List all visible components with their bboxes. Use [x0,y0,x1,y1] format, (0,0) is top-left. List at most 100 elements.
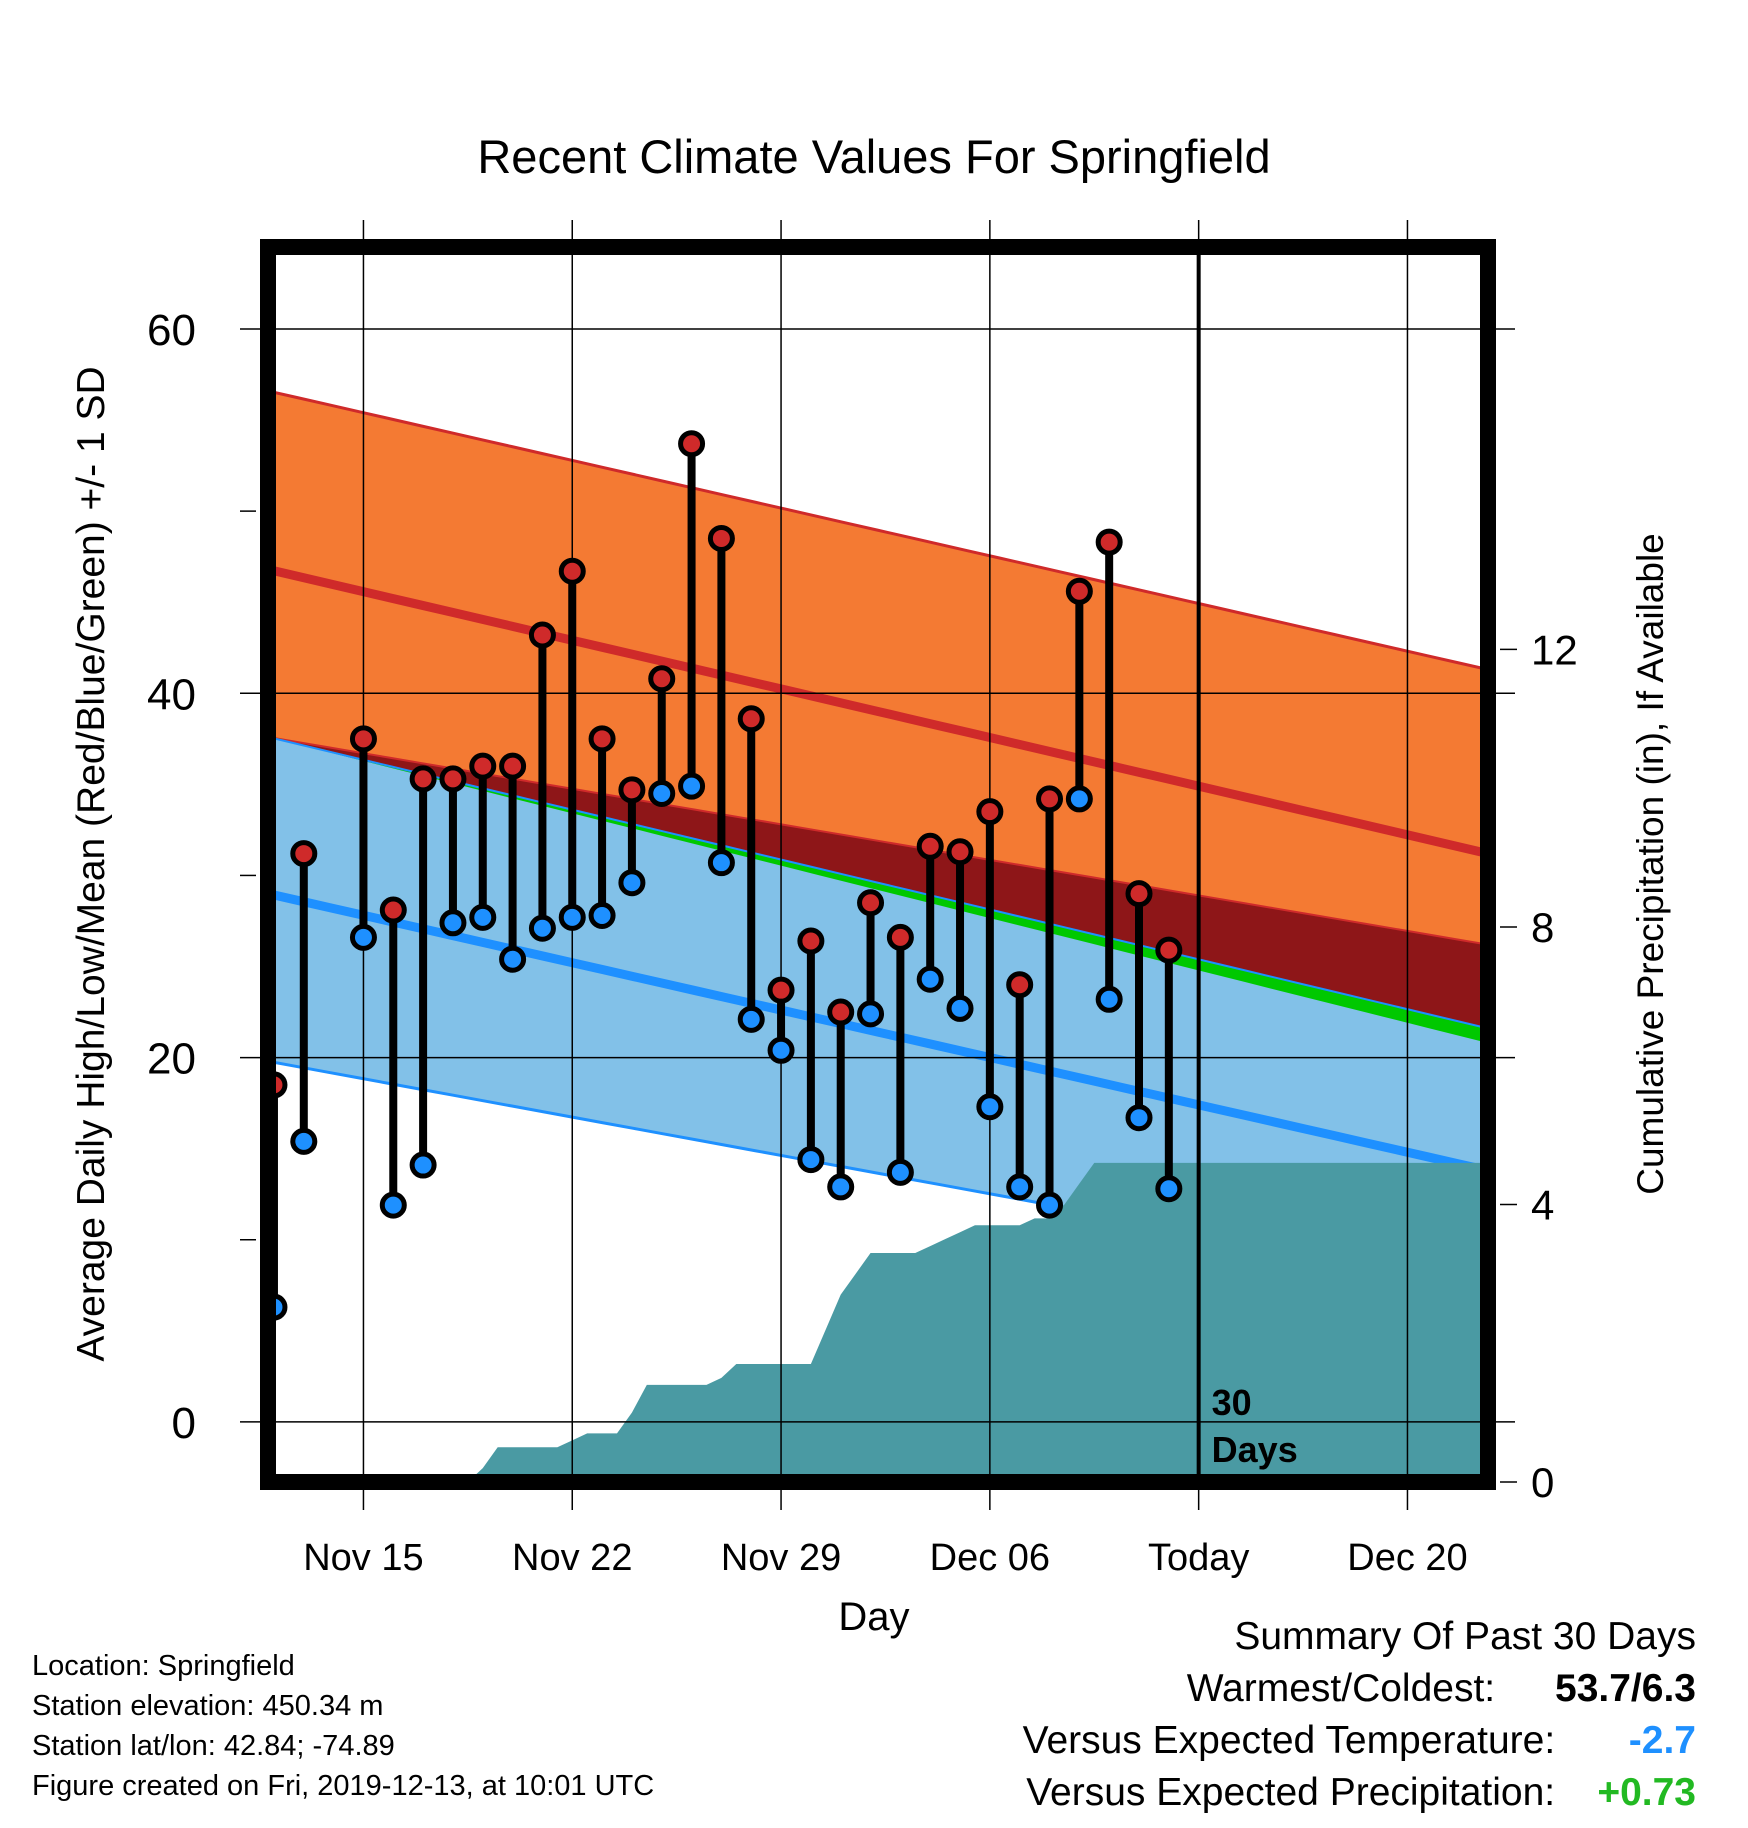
high-point [678,430,706,458]
low-point [1036,1191,1064,1219]
high-point [857,889,885,917]
low-point [618,869,646,897]
x-axis-label: Day [838,1595,909,1639]
high-point [1125,880,1153,908]
high-point [916,832,944,860]
y-axis-label: Average Daily High/Low/Mean (Red/Blue/Gr… [70,366,113,1361]
plot-area [268,389,1488,1482]
high-point [1006,971,1034,999]
low-point [528,914,556,942]
x-tick-label: Dec 06 [930,1537,1050,1579]
high-point [558,557,586,585]
low-point [349,923,377,951]
high-point [1065,577,1093,605]
today-label-unit: Days [1212,1429,1298,1470]
x-tick-label: Nov 15 [303,1537,423,1579]
high-point [469,752,497,780]
low-point [1155,1175,1183,1203]
high-mean-line [268,565,1488,858]
low-point [588,902,616,930]
y2-tick-label: 8 [1531,904,1554,951]
low-point [1065,785,1093,813]
high-point [797,927,825,955]
high-point [618,776,646,804]
low-point [379,1191,407,1219]
low-point [946,994,974,1022]
y-tick-label: 20 [147,1035,196,1084]
low-point [469,903,497,931]
low-point [678,772,706,800]
low-point [886,1158,914,1186]
x-tick-label: Today [1148,1537,1249,1579]
summary-precip-label: Versus Expected Precipitation: [1026,1771,1556,1814]
high-point [976,798,1004,826]
summary-temp-label: Versus Expected Temperature: [1022,1719,1556,1762]
y-tick-label: 60 [147,306,196,355]
low-point [976,1093,1004,1121]
low-point [707,849,735,877]
low-point [648,779,676,807]
low-point [797,1146,825,1174]
summary-precip-row: Versus Expected Precipitation: +0.73 [1026,1771,1696,1815]
y-tick-label: 0 [172,1399,196,1448]
low-point [1095,985,1123,1013]
high-point [648,665,676,693]
high-point [588,725,616,753]
low-point [827,1173,855,1201]
high-point [827,998,855,1026]
chart-title: Recent Climate Values For Springfield [477,130,1270,183]
y-tick-label: 40 [147,670,196,719]
high-point [499,752,527,780]
low-point [1006,1173,1034,1201]
summary-warmest-row: Warmest/Coldest: 53.7/6.3 [1187,1667,1696,1711]
low-point [1125,1104,1153,1132]
high-point [886,923,914,951]
created-text: Figure created on Fri, 2019-12-13, at 10… [32,1770,655,1802]
y2-tick-label: 12 [1531,626,1578,673]
summary-temp-value: -2.7 [1628,1719,1696,1762]
x-tick-label: Dec 20 [1347,1537,1467,1579]
x-tick-label: Nov 29 [721,1537,841,1579]
low-mean-line [268,889,1488,1175]
high-point [379,896,407,924]
high-point [946,838,974,866]
location-text: Location: Springfield [32,1650,295,1682]
low-point [499,945,527,973]
low-plus-sd-line [268,736,1488,1030]
elevation-text: Station elevation: 450.34 m [32,1690,384,1722]
precip-area [363,1162,1488,1482]
summary-temp-row: Versus Expected Temperature: -2.7 [1023,1719,1696,1763]
high-plus-sd-line [268,389,1488,672]
low-point [290,1127,318,1155]
high-point [737,705,765,733]
summary-title: Summary Of Past 30 Days [1234,1615,1696,1658]
low-point [916,965,944,993]
low-point [767,1036,795,1064]
summary-warmest-value: 53.7/6.3 [1555,1667,1696,1710]
low-point [409,1151,437,1179]
high-point [1036,785,1064,813]
today-label-count: 30 [1212,1382,1252,1423]
high-point [1095,528,1123,556]
x-tick-label: Nov 22 [512,1537,632,1579]
latlon-text: Station lat/lon: 42.84; -74.89 [32,1730,395,1762]
low-point [737,1005,765,1033]
plot-frame [260,239,1496,1490]
low-point [558,903,586,931]
high-point [767,976,795,1004]
high-point [349,725,377,753]
high-point [1155,936,1183,964]
low-point [857,1000,885,1028]
summary-warmest-label: Warmest/Coldest: [1186,1667,1496,1710]
high-point [439,765,467,793]
high-point [528,621,556,649]
low-point [439,909,467,937]
y2-tick-label: 4 [1531,1181,1554,1228]
high-point [290,840,318,868]
high-point [707,524,735,552]
y2-axis-label: Cumulative Precipitation (in), If Availa… [1630,533,1671,1195]
summary-precip-value: +0.73 [1597,1771,1696,1814]
high-point [409,765,437,793]
y2-tick-label: 0 [1531,1459,1554,1506]
